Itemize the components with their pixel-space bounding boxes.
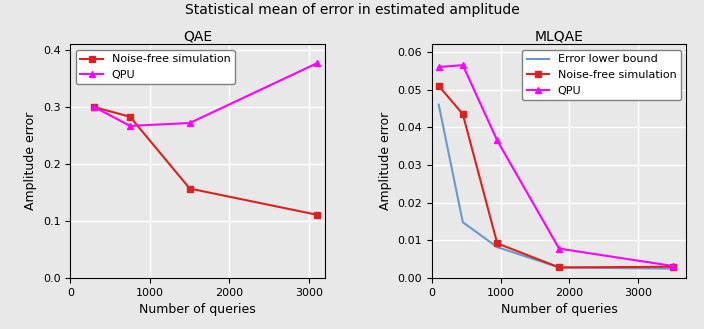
QPU	[555, 247, 563, 251]
Error lower bound	[458, 220, 467, 224]
QPU	[458, 63, 467, 67]
Noise-free simulation	[185, 187, 194, 190]
Noise-free simulation	[555, 266, 563, 269]
Noise-free simulation	[434, 84, 443, 88]
Y-axis label: Amplitude error: Amplitude error	[25, 112, 37, 210]
Noise-free simulation	[493, 241, 501, 245]
Title: MLQAE: MLQAE	[535, 29, 584, 43]
Line: Noise-free simulation: Noise-free simulation	[92, 104, 320, 217]
Title: QAE: QAE	[183, 29, 212, 43]
QPU	[668, 264, 677, 268]
QPU	[126, 124, 134, 128]
Noise-free simulation	[90, 105, 99, 109]
Line: QPU: QPU	[435, 62, 676, 269]
Error lower bound	[434, 103, 443, 107]
Error lower bound	[555, 266, 563, 269]
Line: Error lower bound: Error lower bound	[439, 105, 672, 268]
Noise-free simulation	[126, 115, 134, 119]
Legend: Noise-free simulation, QPU: Noise-free simulation, QPU	[76, 50, 234, 85]
Line: Noise-free simulation: Noise-free simulation	[436, 83, 675, 270]
Noise-free simulation	[458, 112, 467, 116]
Noise-free simulation	[313, 213, 321, 217]
Line: QPU: QPU	[91, 60, 320, 129]
Text: Statistical mean of error in estimated amplitude: Statistical mean of error in estimated a…	[184, 3, 520, 17]
X-axis label: Number of queries: Number of queries	[501, 303, 617, 316]
Noise-free simulation	[668, 265, 677, 269]
X-axis label: Number of queries: Number of queries	[139, 303, 256, 316]
QPU	[90, 105, 99, 109]
Error lower bound	[668, 266, 677, 270]
Error lower bound	[493, 245, 501, 249]
QPU	[185, 121, 194, 125]
QPU	[493, 139, 501, 142]
QPU	[313, 61, 321, 65]
QPU	[434, 65, 443, 69]
Y-axis label: Amplitude error: Amplitude error	[379, 112, 392, 210]
Legend: Error lower bound, Noise-free simulation, QPU: Error lower bound, Noise-free simulation…	[522, 50, 681, 100]
